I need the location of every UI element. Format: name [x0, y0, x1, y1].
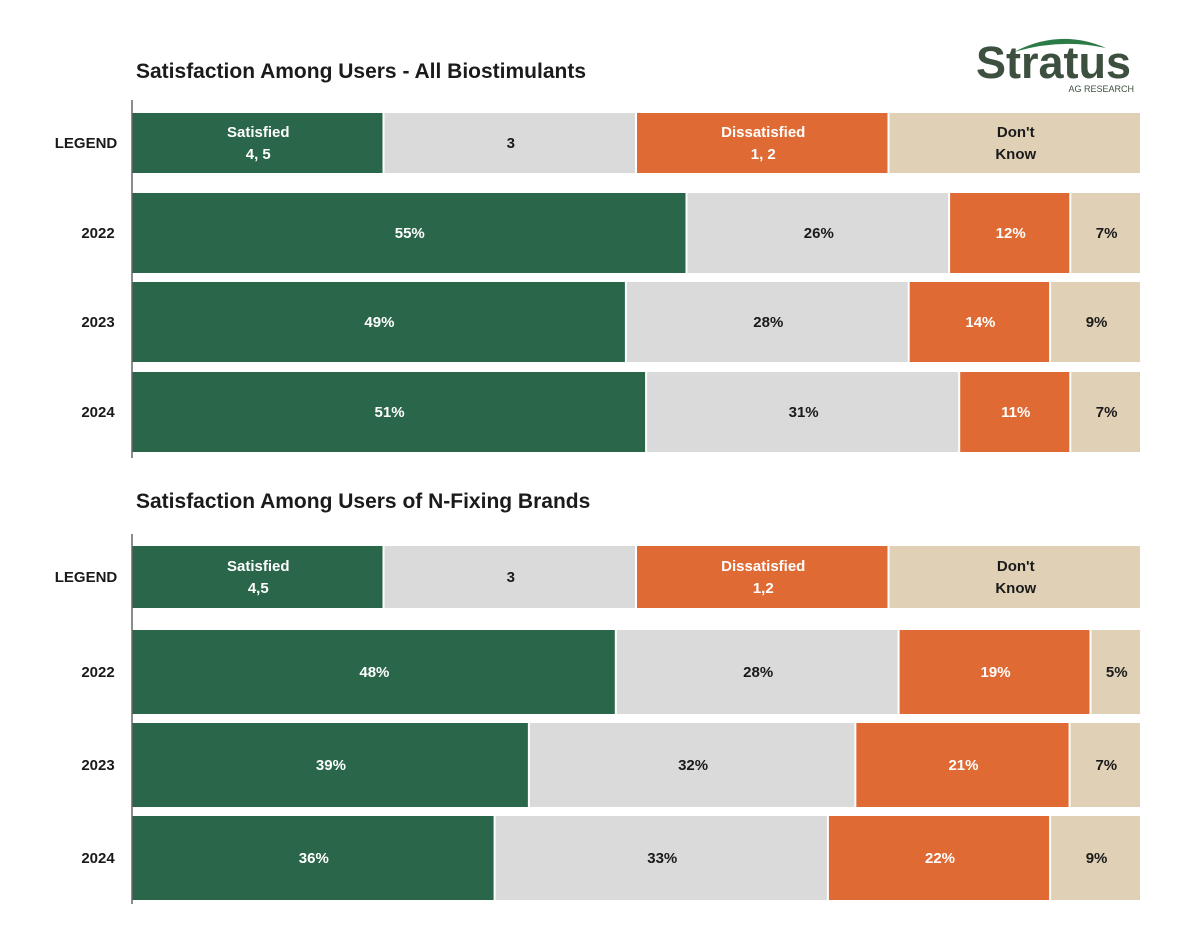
data-label-satisfied: 39%	[316, 757, 346, 774]
legend-label-dont-know: Don't	[997, 558, 1035, 575]
data-label-satisfied: 55%	[395, 225, 425, 242]
legend-swatch-neutral	[384, 113, 635, 173]
legend-label-dissatisfied: Dissatisfied	[721, 124, 805, 141]
data-label-dissatisfied: 14%	[965, 314, 995, 331]
bar-segment-neutral	[529, 723, 855, 807]
legend-row-label: LEGEND	[55, 569, 118, 586]
data-label-satisfied: 49%	[364, 314, 394, 331]
legend-label-dont-know: Know	[995, 580, 1036, 597]
legend-label-satisfied: 4, 5	[246, 146, 271, 163]
bar-segment-neutral	[647, 372, 959, 452]
bar-segment-satisfied	[132, 193, 686, 273]
category-label: 2022	[81, 664, 114, 681]
data-label-neutral: 28%	[753, 314, 783, 331]
legend-label-dont-know: Don't	[997, 124, 1035, 141]
bar-segment-dont-know	[1091, 630, 1140, 714]
category-label: 2023	[81, 757, 114, 774]
category-label: 2024	[81, 850, 115, 867]
bar-segment-satisfied	[132, 723, 528, 807]
bar-segment-dissatisfied	[856, 723, 1069, 807]
legend-row-label: LEGEND	[55, 135, 118, 152]
data-label-neutral: 31%	[789, 404, 819, 421]
stacked-bar-chart-all-biostimulants: LEGEND Satisfied 4, 5 3 Dissatisfied 1, 2 Don'…	[0, 98, 1200, 465]
logo-subtitle: AG RESEARCH	[1068, 84, 1134, 94]
legend-swatch-dissatisfied	[637, 546, 888, 608]
chart-svg: LEGEND Satisfied 4, 5 3 Dissatisfied 1, 2 Don'…	[55, 100, 1140, 458]
bar-segment-dont-know	[1051, 816, 1140, 900]
bar-segment-dissatisfied	[950, 193, 1070, 273]
legend-label-satisfied: Satisfied	[227, 124, 290, 141]
legend-swatch-satisfied	[132, 113, 383, 173]
category-label: 2024	[81, 404, 115, 421]
bar-segment-neutral	[687, 193, 949, 273]
legend-label-satisfied: Satisfied	[227, 558, 290, 575]
legend-label-dissatisfied: Dissatisfied	[721, 558, 805, 575]
data-label-dissatisfied: 21%	[948, 757, 978, 774]
bar-segment-neutral	[626, 282, 908, 362]
bar-segment-satisfied	[132, 282, 625, 362]
logo-wordmark: Stratus	[976, 37, 1132, 88]
bar-segment-satisfied	[132, 372, 646, 452]
data-label-dissatisfied: 12%	[996, 225, 1026, 242]
data-label-dont-know: 9%	[1086, 850, 1108, 867]
data-label-dont-know: 9%	[1086, 314, 1108, 331]
category-label: 2022	[81, 225, 114, 242]
bar-segment-dissatisfied	[828, 816, 1050, 900]
bar-segment-dont-know	[1071, 372, 1140, 452]
legend-label-dissatisfied: 1,2	[753, 580, 774, 597]
logo-arc-icon	[1014, 38, 1106, 52]
legend-label-neutral: 3	[507, 135, 515, 152]
data-label-neutral: 32%	[678, 757, 708, 774]
data-label-dissatisfied: 11%	[1001, 404, 1030, 421]
chart-title-n-fixing-brands: Satisfaction Among Users of N-Fixing Bra…	[136, 490, 591, 513]
data-label-neutral: 28%	[743, 664, 773, 681]
data-label-satisfied: 51%	[375, 404, 405, 421]
data-label-dont-know: 5%	[1106, 664, 1128, 681]
bar-segment-dont-know	[1071, 193, 1140, 273]
legend-swatch-dissatisfied	[637, 113, 888, 173]
data-label-neutral: 33%	[647, 850, 677, 867]
data-label-dont-know: 7%	[1095, 757, 1117, 774]
chart-svg: LEGEND Satisfied 4,5 3 Dissatisfied 1,2 Don't K…	[55, 534, 1140, 904]
bar-segment-satisfied	[132, 630, 615, 714]
bar-segment-dissatisfied	[960, 372, 1070, 452]
data-label-dissatisfied: 22%	[925, 850, 955, 867]
bar-segment-dissatisfied	[909, 282, 1050, 362]
data-label-dissatisfied: 19%	[981, 664, 1011, 681]
stacked-bar-chart-n-fixing-brands: LEGEND Satisfied 4,5 3 Dissatisfied 1,2 Don't K…	[0, 532, 1200, 911]
legend-swatch-dont-know	[889, 546, 1140, 608]
bar-segment-dont-know	[1070, 723, 1140, 807]
legend-swatch-neutral	[384, 546, 635, 608]
data-label-dont-know: 7%	[1096, 225, 1118, 242]
bar-segment-neutral	[495, 816, 827, 900]
legend-label-dont-know: Know	[995, 146, 1036, 163]
bar-segment-dissatisfied	[899, 630, 1090, 714]
bar-segment-dont-know	[1051, 282, 1140, 362]
data-label-satisfied: 48%	[359, 664, 389, 681]
category-label: 2023	[81, 314, 114, 331]
chart-title-all-biostimulants: Satisfaction Among Users - All Biostimul…	[136, 60, 587, 83]
legend-swatch-dont-know	[889, 113, 1140, 173]
data-label-satisfied: 36%	[299, 850, 329, 867]
data-label-neutral: 26%	[804, 225, 834, 242]
data-label-dont-know: 7%	[1096, 404, 1118, 421]
bar-segment-satisfied	[132, 816, 494, 900]
legend-label-neutral: 3	[507, 569, 515, 586]
legend-label-dissatisfied: 1, 2	[751, 146, 776, 163]
legend-swatch-satisfied	[132, 546, 383, 608]
bar-segment-neutral	[616, 630, 898, 714]
legend-label-satisfied: 4,5	[248, 580, 269, 597]
stratus-logo: Stratus AG RESEARCH	[972, 34, 1142, 96]
